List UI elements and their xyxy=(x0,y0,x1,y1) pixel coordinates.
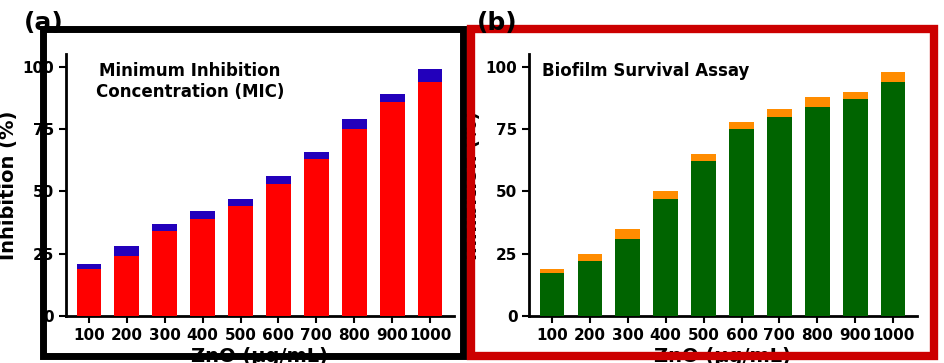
Bar xyxy=(729,122,753,316)
Bar xyxy=(190,211,214,316)
Text: (a): (a) xyxy=(24,11,63,35)
Bar xyxy=(304,159,329,316)
Bar xyxy=(767,109,791,316)
Bar xyxy=(577,254,601,316)
Bar xyxy=(114,246,139,316)
Bar xyxy=(342,129,366,316)
Bar xyxy=(615,238,639,316)
Bar xyxy=(76,269,101,316)
Bar xyxy=(379,102,404,316)
Bar xyxy=(804,107,829,316)
Text: Minimum Inhibition
Concentration (MIC): Minimum Inhibition Concentration (MIC) xyxy=(96,62,284,101)
Bar xyxy=(767,117,791,316)
Bar xyxy=(190,219,214,316)
Bar xyxy=(228,199,253,316)
Bar xyxy=(615,229,639,316)
Bar xyxy=(152,231,177,316)
Y-axis label: Inhibition (%): Inhibition (%) xyxy=(0,110,19,260)
Bar xyxy=(804,97,829,316)
Bar xyxy=(729,129,753,316)
Bar xyxy=(652,199,677,316)
Bar xyxy=(577,261,601,316)
Bar xyxy=(417,82,442,316)
Bar xyxy=(152,224,177,316)
Y-axis label: Inhibition (%): Inhibition (%) xyxy=(462,110,481,260)
Bar xyxy=(76,264,101,316)
Bar xyxy=(342,119,366,316)
Bar xyxy=(266,176,291,316)
Bar xyxy=(417,69,442,316)
Bar xyxy=(691,162,716,316)
X-axis label: ZnO (μg/mL): ZnO (μg/mL) xyxy=(192,347,328,363)
Bar xyxy=(114,256,139,316)
Bar xyxy=(880,82,904,316)
Bar xyxy=(880,72,904,316)
Bar xyxy=(652,191,677,316)
Bar xyxy=(228,206,253,316)
Bar xyxy=(842,92,867,316)
Bar xyxy=(266,184,291,316)
X-axis label: ZnO (μg/mL): ZnO (μg/mL) xyxy=(654,347,790,363)
Bar xyxy=(691,154,716,316)
Bar xyxy=(539,273,564,316)
Text: (b): (b) xyxy=(477,11,517,35)
Bar xyxy=(379,94,404,316)
Bar xyxy=(842,99,867,316)
Bar xyxy=(304,151,329,316)
Text: Biofilm Survival Assay: Biofilm Survival Assay xyxy=(541,62,749,80)
Bar xyxy=(539,269,564,316)
